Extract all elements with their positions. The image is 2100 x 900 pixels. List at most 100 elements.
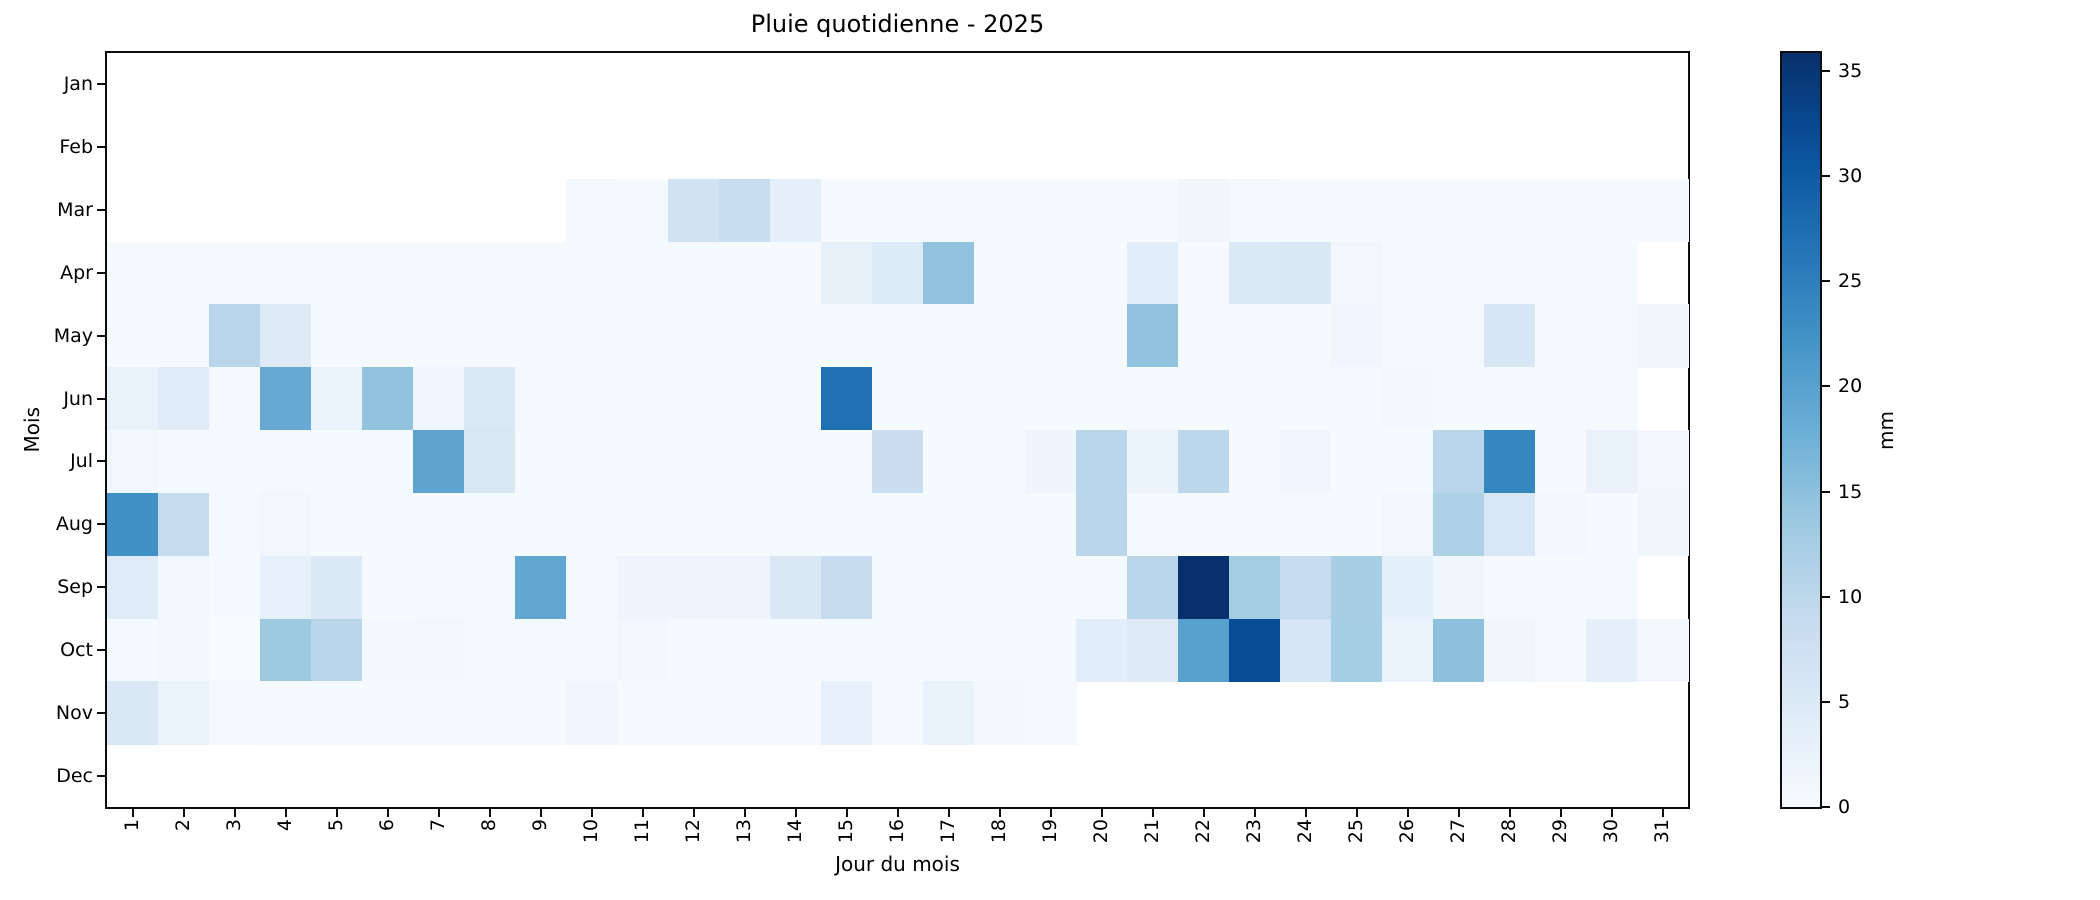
xtick-label-2: 2 — [171, 819, 194, 832]
heatmap-cell — [1382, 492, 1434, 557]
heatmap-cell — [413, 555, 465, 619]
heatmap-cell — [1229, 555, 1281, 619]
heatmap-cell — [158, 618, 210, 682]
heatmap-cell — [1535, 430, 1587, 494]
heatmap-cell — [1331, 241, 1383, 305]
xtick-label-30: 30 — [1599, 819, 1622, 844]
heatmap-cell — [107, 492, 159, 557]
heatmap-cell — [413, 304, 465, 368]
heatmap-cell — [872, 178, 924, 242]
heatmap-cell — [1586, 304, 1638, 368]
xtick-mark — [1559, 809, 1562, 817]
ytick-label-dec: Dec — [56, 764, 93, 787]
heatmap-cell — [158, 681, 210, 745]
y-axis-label-box: Mois — [18, 53, 46, 807]
heatmap-cell — [1127, 618, 1179, 682]
xtick-label-10: 10 — [579, 819, 602, 844]
heatmap-cell — [158, 492, 210, 557]
xtick-mark — [284, 809, 287, 817]
heatmap-cell — [515, 367, 567, 431]
colorbar-gradient — [1782, 53, 1820, 807]
heatmap-cell — [515, 492, 567, 557]
heatmap-cell — [923, 367, 975, 431]
heatmap-cell — [974, 681, 1026, 745]
heatmap-cell — [1178, 304, 1230, 368]
heatmap-cell — [1331, 618, 1383, 682]
heatmap-cell — [1331, 367, 1383, 431]
heatmap-cell — [464, 430, 516, 494]
heatmap-cell — [1484, 367, 1536, 431]
heatmap-cell — [107, 430, 159, 494]
heatmap-cell — [566, 367, 618, 431]
heatmap-cell — [1076, 618, 1128, 682]
heatmap-cell — [1025, 304, 1077, 368]
heatmap-cell — [413, 241, 465, 305]
xtick-mark — [1355, 809, 1358, 817]
heatmap-cell — [515, 241, 567, 305]
heatmap-cell — [107, 304, 159, 368]
heatmap-cell — [1127, 304, 1179, 368]
heatmap-cell — [923, 555, 975, 619]
heatmap-cell — [1535, 304, 1587, 368]
heatmap-cell — [362, 681, 414, 745]
heatmap-cell — [872, 618, 924, 682]
heatmap-cell — [1586, 367, 1638, 431]
heatmap-cell — [1484, 241, 1536, 305]
heatmap-cell — [311, 681, 363, 745]
heatmap-cell — [1637, 492, 1689, 557]
heatmap-cell — [1178, 618, 1230, 682]
heatmap-cell — [1382, 618, 1434, 682]
heatmap-cell — [260, 430, 312, 494]
heatmap-cell — [617, 618, 669, 682]
heatmap-cell — [1484, 555, 1536, 619]
heatmap-cell — [719, 178, 771, 242]
ytick-label-jul: Jul — [70, 450, 93, 473]
heatmap-cell — [1535, 178, 1587, 242]
heatmap-cell — [668, 430, 720, 494]
heatmap-cell — [311, 618, 363, 682]
heatmap-cell — [311, 555, 363, 619]
heatmap-cell — [719, 681, 771, 745]
heatmap-cell — [821, 681, 873, 745]
heatmap-cell — [566, 681, 618, 745]
heatmap-cell — [770, 241, 822, 305]
heatmap-cell — [821, 304, 873, 368]
heatmap-cell — [1025, 241, 1077, 305]
heatmap-cell — [1637, 304, 1689, 368]
ytick-mark — [97, 334, 105, 337]
heatmap-cell — [1586, 241, 1638, 305]
xtick-label-23: 23 — [1242, 819, 1265, 844]
xtick-label-18: 18 — [987, 819, 1010, 844]
heatmap-cell — [1586, 555, 1638, 619]
ytick-label-jun: Jun — [63, 387, 93, 410]
heatmap-cell — [1229, 178, 1281, 242]
heatmap-cell — [1637, 430, 1689, 494]
ytick-mark — [97, 83, 105, 86]
heatmap-cell — [821, 618, 873, 682]
xtick-label-17: 17 — [936, 819, 959, 844]
heatmap-cell — [1433, 304, 1485, 368]
xtick-label-24: 24 — [1293, 819, 1316, 844]
heatmap-cell — [158, 367, 210, 431]
heatmap-cell — [872, 304, 924, 368]
heatmap-cell — [464, 555, 516, 619]
heatmap-cell — [1229, 430, 1281, 494]
heatmap-cell — [668, 241, 720, 305]
colorbar-tick-label-30: 30 — [1838, 165, 1863, 188]
heatmap-cell — [1178, 555, 1230, 619]
heatmap-cell — [515, 681, 567, 745]
heatmap-cell — [1484, 492, 1536, 557]
heatmap-cell — [1025, 492, 1077, 557]
heatmap-cell — [1433, 555, 1485, 619]
ytick-label-feb: Feb — [59, 136, 93, 159]
heatmap-cell — [1484, 618, 1536, 682]
heatmap-cell — [311, 430, 363, 494]
heatmap-cell — [617, 241, 669, 305]
heatmap-cell — [1178, 492, 1230, 557]
heatmap-cell — [770, 430, 822, 494]
heatmap-cell — [872, 241, 924, 305]
heatmap-cell — [413, 430, 465, 494]
xtick-label-6: 6 — [375, 819, 398, 832]
heatmap-cell — [1280, 618, 1332, 682]
